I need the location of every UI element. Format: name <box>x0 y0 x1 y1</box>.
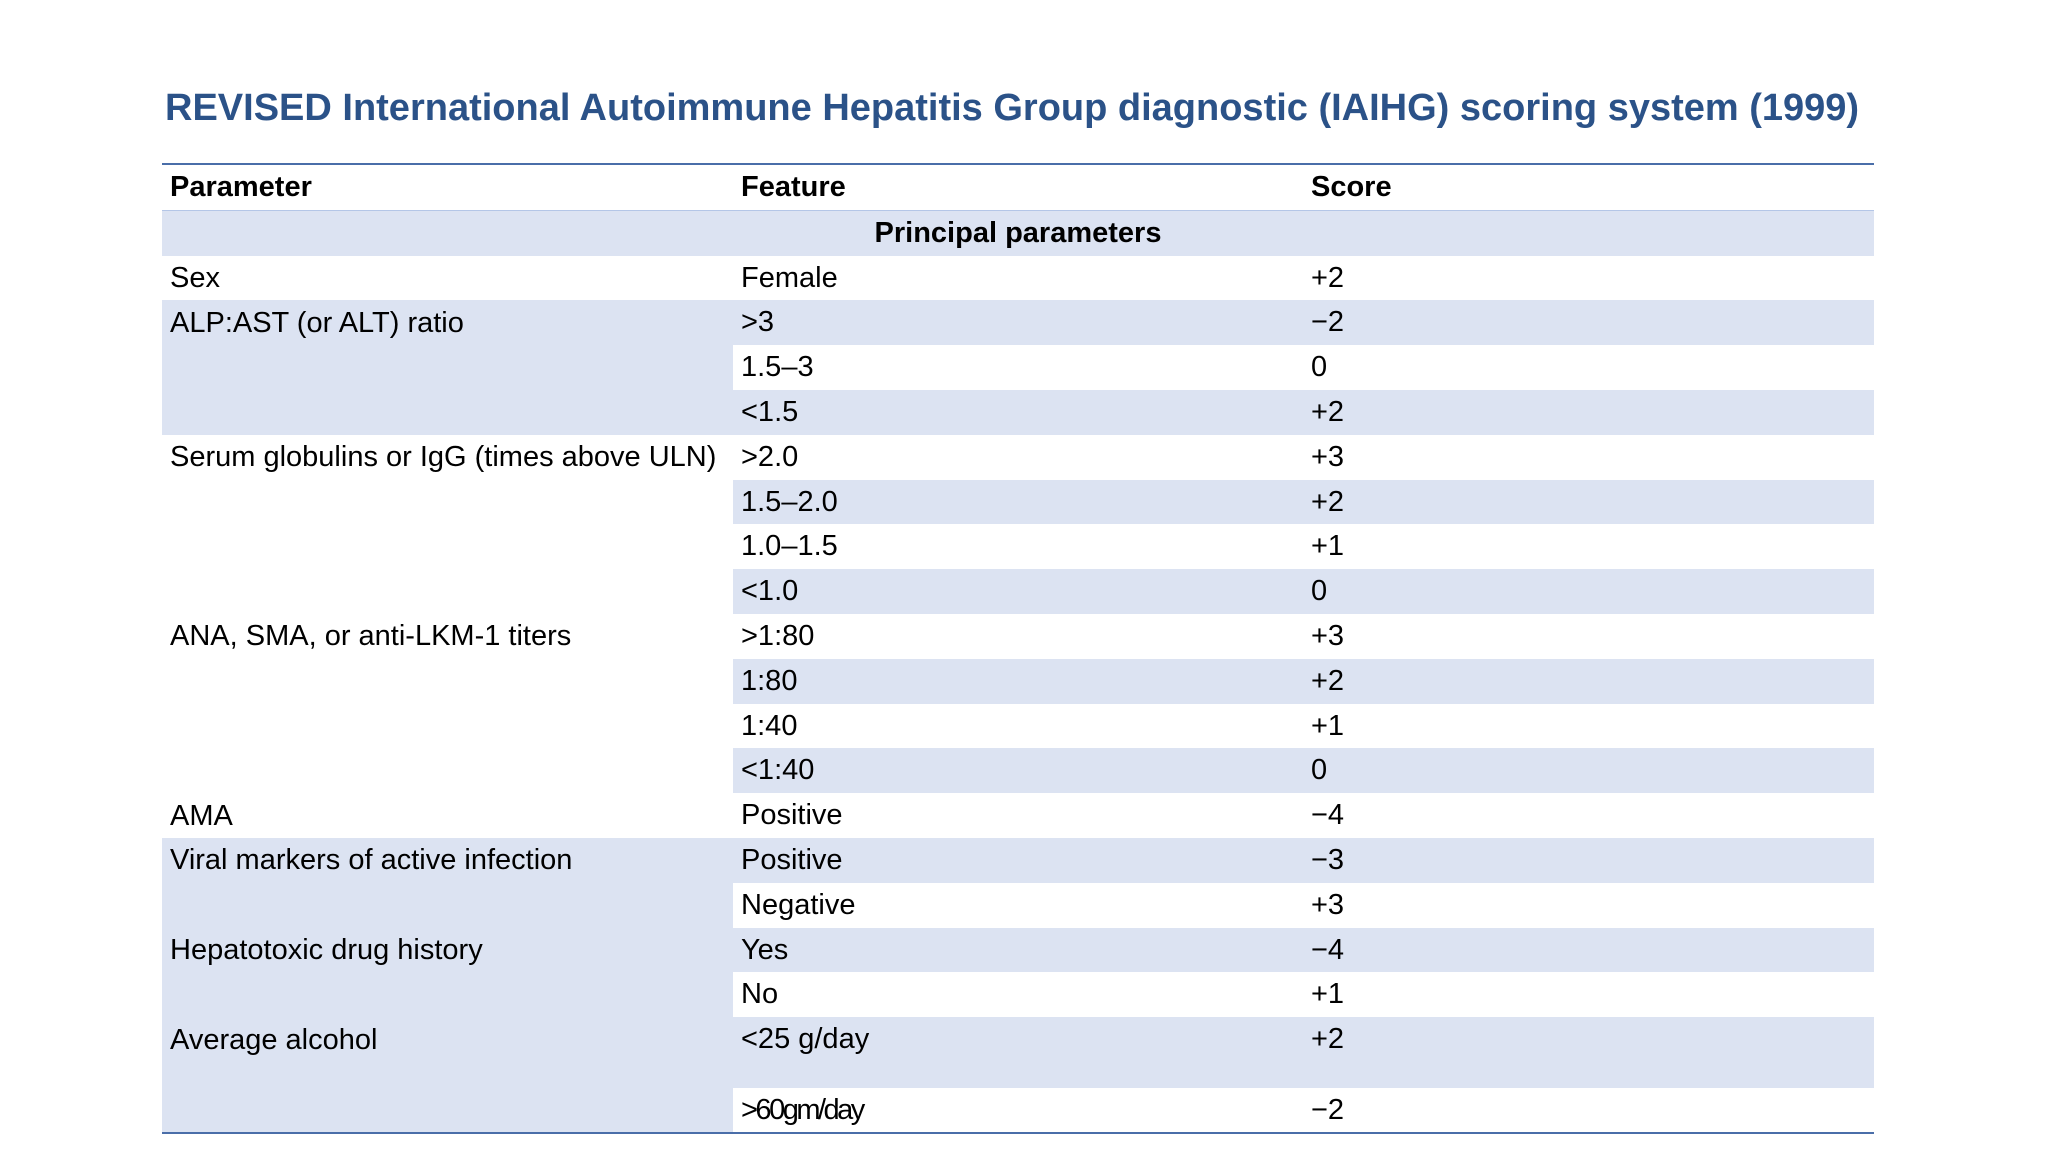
table-row: No +1 <box>162 972 1874 1017</box>
table-row: Viral markers of active infection Positi… <box>162 837 1874 928</box>
table-row: 1.5–3 0 <box>162 345 1874 390</box>
parameter-label: Hepatotoxic drug history <box>170 933 483 966</box>
score-cell: +1 <box>1311 530 1345 563</box>
parameter-cell: Average alcohol <box>162 1017 733 1135</box>
feature-cell: 1.0–1.5 <box>741 530 838 563</box>
parameter-label: Average alcohol <box>170 1023 378 1056</box>
parameter-cell: AMA <box>162 793 733 838</box>
feature-cell: <25 g/day <box>733 1017 1303 1088</box>
header-feature: Feature <box>733 162 1303 211</box>
score-cell: +1 <box>1311 709 1345 742</box>
table-row: <1:40 0 <box>162 748 1874 794</box>
feature-cell: <1.0 <box>733 569 1303 614</box>
table-header: Parameter Feature Score <box>162 162 1874 211</box>
table-row: >60gm/day −2 <box>162 1087 1874 1135</box>
header-row: Parameter Feature Score <box>162 162 1874 211</box>
feature-cell: Negative <box>741 888 856 921</box>
section-row: Principal parameters <box>162 210 1874 256</box>
feature-cell: >2.0 <box>741 440 799 473</box>
parameter-label: ANA, SMA, or anti-LKM-1 titers <box>170 620 572 653</box>
table-row: 1:80 +2 <box>162 658 1874 704</box>
parameter-label: ALP:AST (or ALT) ratio <box>170 306 464 339</box>
score-cell: −2 <box>1303 300 1874 346</box>
header-parameter: Parameter <box>162 162 733 211</box>
feature-cell: >3 <box>733 300 1303 346</box>
feature-cell: No <box>741 978 779 1011</box>
header-score: Score <box>1303 162 1874 211</box>
parameter-cell: Serum globulins or IgG (times above ULN) <box>162 435 733 614</box>
feature-cell: <1.5 <box>733 389 1303 435</box>
table-row: <1.5 +2 <box>162 389 1874 435</box>
score-cell: +2 <box>1303 479 1874 525</box>
score-cell: +2 <box>1311 261 1345 294</box>
table-row: 1.5–2.0 +2 <box>162 479 1874 525</box>
feature-cell: Positive <box>733 837 1303 883</box>
score-cell: −4 <box>1311 799 1345 832</box>
feature-cell: 1.5–3 <box>741 351 814 384</box>
feature-cell: 1:40 <box>741 709 798 742</box>
score-cell: −4 <box>1303 927 1874 973</box>
parameter-cell: Hepatotoxic drug history <box>162 927 733 1018</box>
section-label: Principal parameters <box>162 210 1874 256</box>
parameter-cell: Viral markers of active infection <box>162 837 733 928</box>
scoring-table: Parameter Feature Score Principal parame… <box>162 162 1874 1135</box>
table-row: 1.0–1.5 +1 <box>162 524 1874 569</box>
score-cell: +1 <box>1311 978 1345 1011</box>
score-cell: +2 <box>1303 1017 1874 1088</box>
feature-cell: <1:40 <box>733 748 1303 794</box>
feature-cell: >60gm/day <box>733 1087 1303 1135</box>
parameter-label: Viral markers of active infection <box>170 844 573 877</box>
feature-cell: Yes <box>733 927 1303 973</box>
score-cell: +2 <box>1303 389 1874 435</box>
table-row: AMA Positive −4 <box>162 793 1874 838</box>
score-cell: 0 <box>1303 569 1874 614</box>
table-row: Sex Female +2 <box>162 256 1874 301</box>
score-cell: 0 <box>1311 351 1328 384</box>
parameter-cell: ALP:AST (or ALT) ratio <box>162 300 733 435</box>
table-row: ANA, SMA, or anti-LKM-1 titers >1:80 +3 <box>162 614 1874 659</box>
feature-cell: Positive <box>741 799 843 832</box>
feature-cell: 1.5–2.0 <box>733 479 1303 525</box>
table-row: Hepatotoxic drug history Yes −4 <box>162 927 1874 1018</box>
score-cell: +2 <box>1303 658 1874 704</box>
parameter-label: Sex <box>170 261 220 294</box>
parameter-label: Serum globulins or IgG (times above ULN) <box>170 441 717 474</box>
parameter-label: AMA <box>170 799 233 832</box>
table-row: ALP:AST (or ALT) ratio >3 −2 <box>162 300 1874 435</box>
score-cell: +3 <box>1311 888 1345 921</box>
table-row: <1.0 0 <box>162 569 1874 614</box>
parameter-cell: Sex <box>162 256 733 301</box>
score-cell: +3 <box>1311 440 1345 473</box>
feature-cell: >1:80 <box>741 619 815 652</box>
table-row: Serum globulins or IgG (times above ULN)… <box>162 435 1874 480</box>
page-title: REVISED International Autoimmune Hepatit… <box>165 87 1860 129</box>
parameter-cell: ANA, SMA, or anti-LKM-1 titers <box>162 614 733 793</box>
table-body: Principal parameters Sex Female +2 ALP:A… <box>162 210 1874 1135</box>
feature-cell: 1:80 <box>733 658 1303 704</box>
score-cell: +3 <box>1311 619 1345 652</box>
table-row: Negative +3 <box>162 883 1874 928</box>
table-row: 1:40 +1 <box>162 704 1874 749</box>
score-cell: 0 <box>1303 748 1874 794</box>
feature-cell: Female <box>741 261 838 294</box>
score-cell: −3 <box>1303 837 1874 883</box>
score-cell: −2 <box>1303 1087 1874 1135</box>
table-row: Average alcohol <25 g/day +2 <box>162 1017 1874 1135</box>
